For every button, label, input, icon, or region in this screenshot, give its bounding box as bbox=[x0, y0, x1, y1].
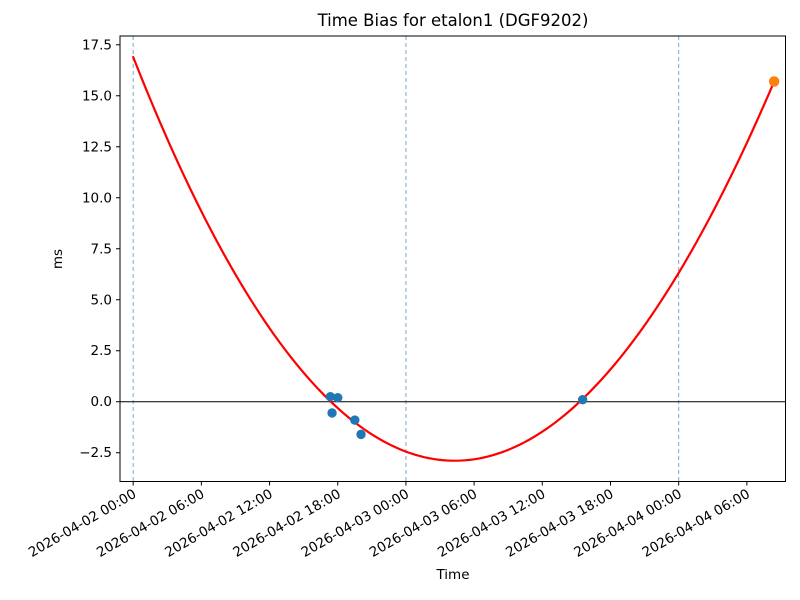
observation-point bbox=[356, 429, 366, 440]
y-tick-label: 7.5 bbox=[91, 241, 112, 257]
observation-point bbox=[577, 395, 588, 405]
prediction-point bbox=[768, 76, 780, 87]
x-tick-label: 2026-04-02 00:00 bbox=[26, 486, 139, 561]
y-tick-label: 10.0 bbox=[82, 190, 112, 206]
y-axis-label: ms bbox=[50, 248, 66, 270]
y-tick-label: 2.5 bbox=[91, 343, 112, 359]
y-tick-label: −2.5 bbox=[79, 445, 112, 461]
fit-curve bbox=[132, 55, 776, 462]
observation-point bbox=[325, 391, 336, 402]
y-tick-label: 15.0 bbox=[82, 88, 112, 104]
y-tick-label: 17.5 bbox=[82, 37, 112, 53]
observation-point bbox=[350, 415, 360, 425]
observation-point bbox=[327, 408, 337, 418]
y-tick-label: 5.0 bbox=[91, 292, 112, 308]
y-tick-label: 12.5 bbox=[82, 139, 112, 155]
axes-frame bbox=[119, 35, 786, 482]
observation-point bbox=[333, 392, 343, 403]
chart-title: Time Bias for etalon1 (DGF9202) bbox=[317, 11, 589, 30]
y-tick-label: 0.0 bbox=[91, 394, 112, 410]
x-axis-label: Time bbox=[436, 567, 470, 583]
